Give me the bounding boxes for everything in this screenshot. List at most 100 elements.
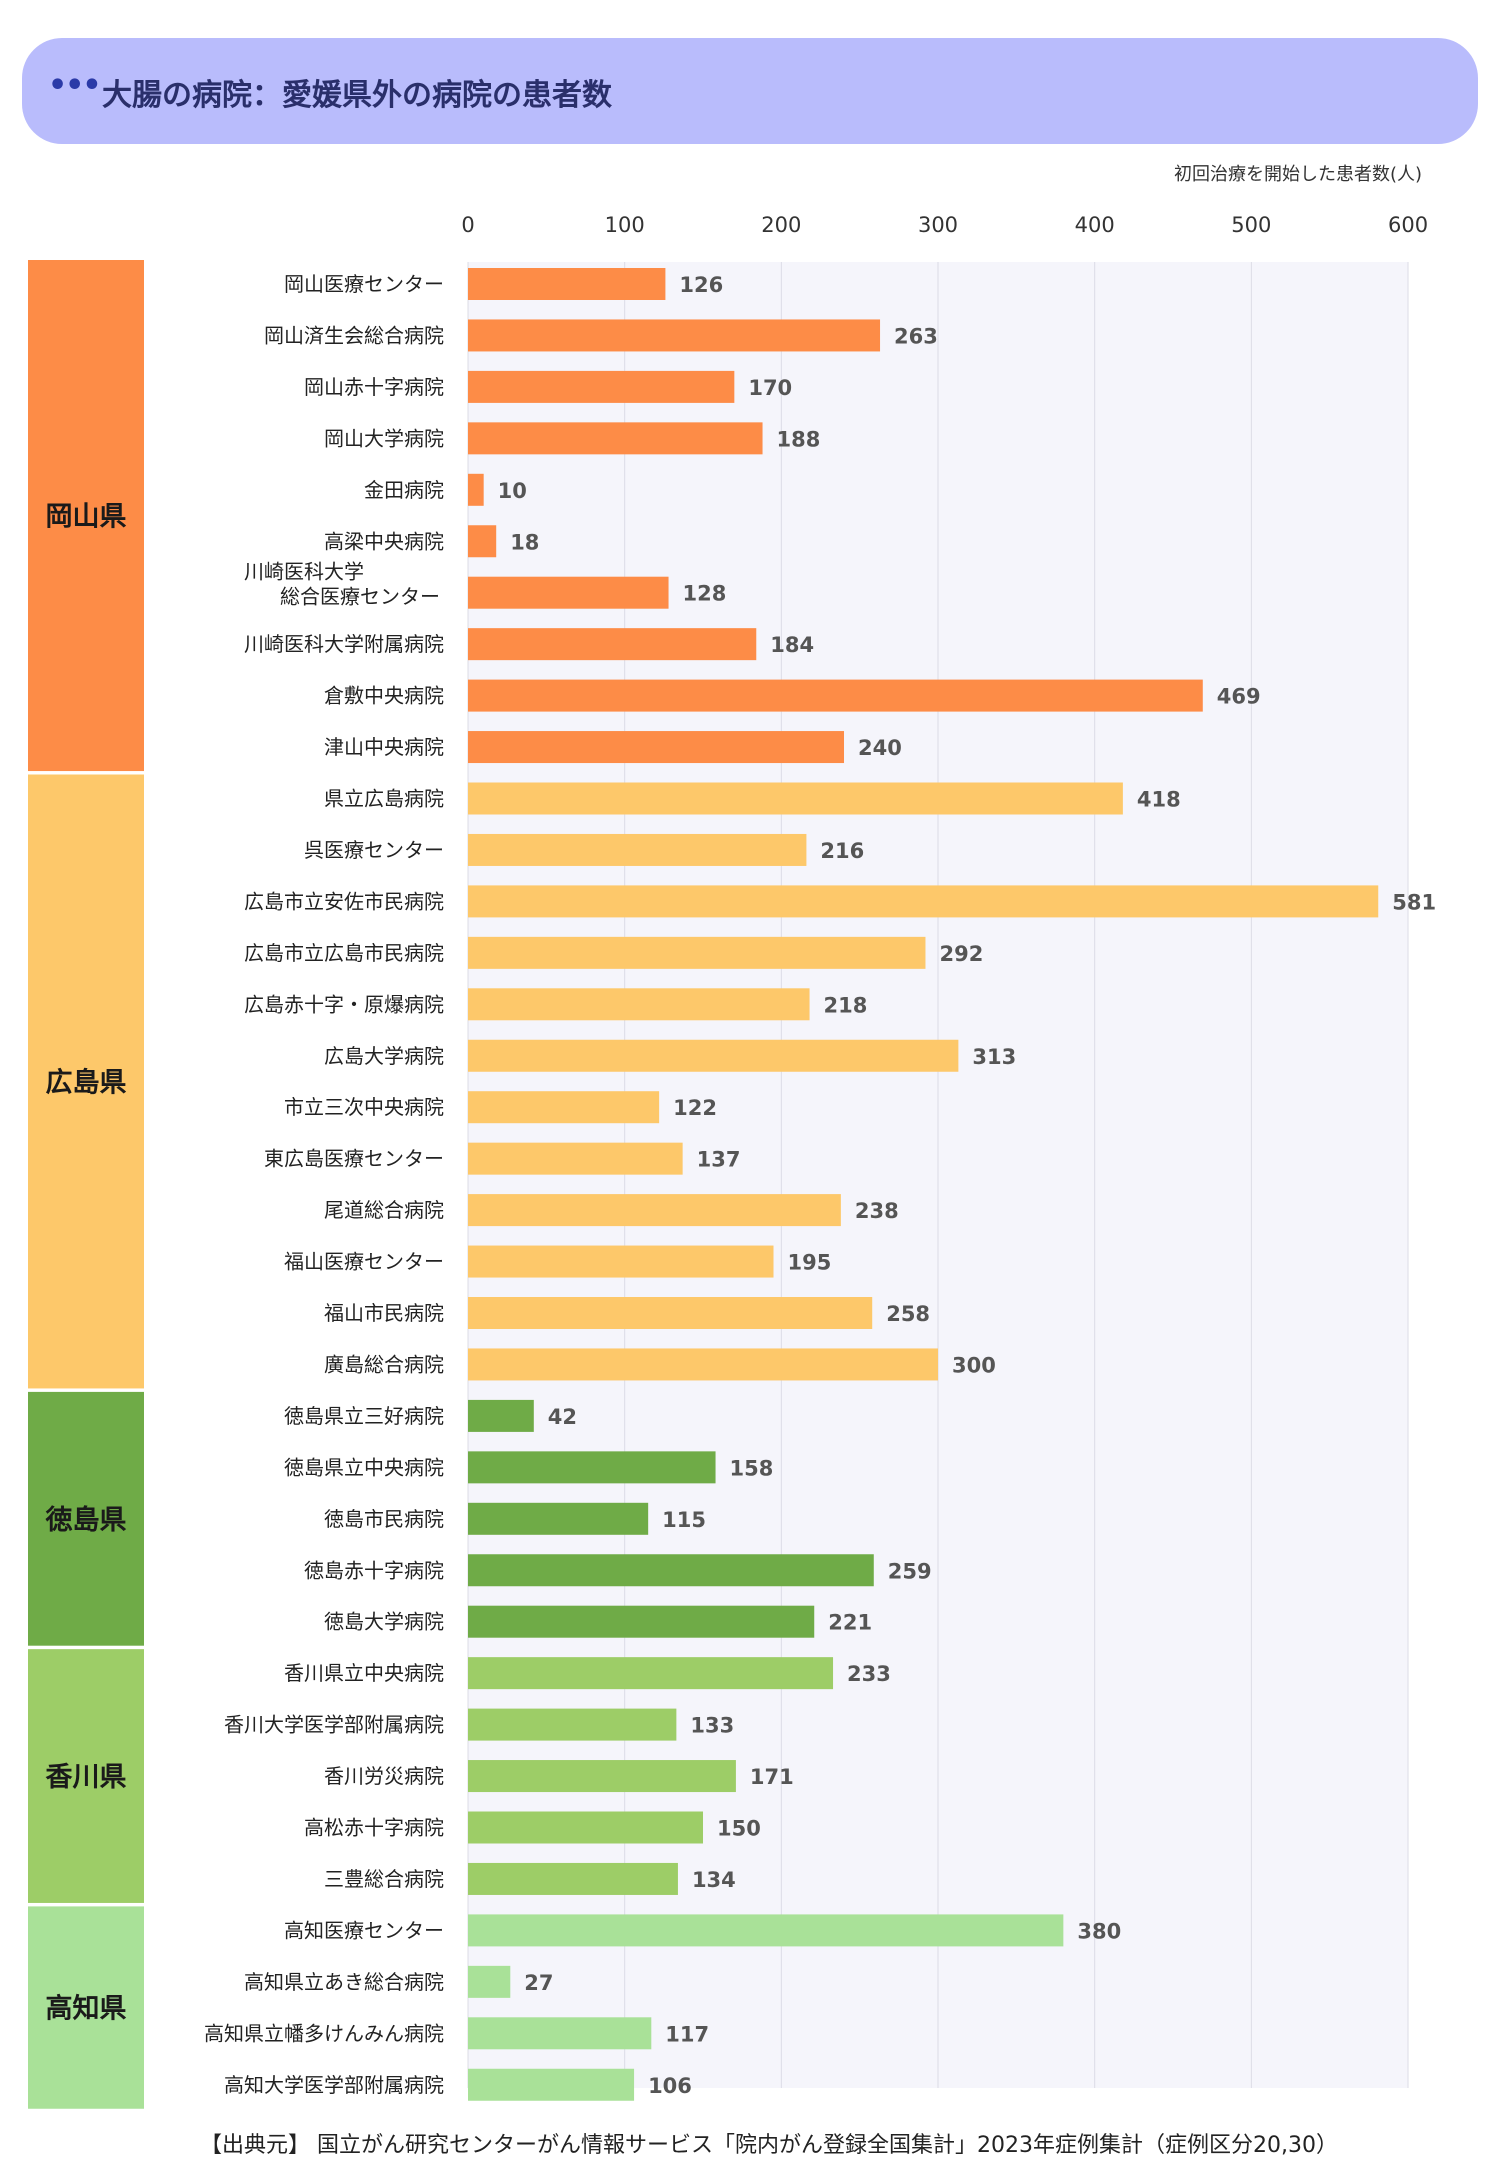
bar <box>468 268 666 300</box>
category-label: 総合医療センター <box>280 585 440 609</box>
bar <box>468 1348 939 1381</box>
prefecture-label: 香川県 <box>46 1762 127 1793</box>
bar <box>468 1194 841 1227</box>
title-bar: ••• 大腸の病院：愛媛県外の病院の患者数 <box>22 38 1478 144</box>
prefecture-block <box>28 1391 144 1646</box>
bar <box>468 2068 635 2101</box>
bar <box>468 833 807 866</box>
bar <box>468 782 1123 815</box>
category-label: 尾道総合病院 <box>324 1198 444 1222</box>
data-label: 106 <box>648 2074 692 2098</box>
prefecture-block <box>28 260 144 772</box>
category-label: 廣島総合病院 <box>324 1352 444 1376</box>
x-tick-label: 400 <box>1075 213 1115 237</box>
bar <box>468 1502 649 1535</box>
category-label: 川崎医科大学 <box>244 560 364 584</box>
data-label: 42 <box>548 1405 577 1429</box>
source-citation: 【出典元】 国立がん研究センターがん情報サービス「院内がん登録全国集計」2023… <box>200 2133 1338 2158</box>
bar <box>468 1657 834 1690</box>
category-label: 広島市立広島市民病院 <box>244 941 444 965</box>
category-label: 徳島県立中央病院 <box>284 1455 444 1479</box>
category-label: 三豊総合病院 <box>324 1867 444 1891</box>
data-label: 188 <box>777 427 821 451</box>
data-label: 115 <box>662 1508 706 1532</box>
data-label: 233 <box>847 1662 891 1686</box>
data-label: 137 <box>697 1148 741 1172</box>
data-label: 18 <box>510 530 539 554</box>
more-dots-icon[interactable]: ••• <box>48 68 102 103</box>
category-label: 高知大学医学部附属病院 <box>224 2073 444 2097</box>
data-label: 195 <box>788 1251 832 1275</box>
category-label: 高知県立幡多けんみん病院 <box>204 2021 444 2045</box>
bar <box>468 885 1379 918</box>
bar <box>468 319 881 352</box>
prefecture-block <box>28 774 144 1389</box>
data-label: 469 <box>1217 685 1261 709</box>
category-label: 津山中央病院 <box>324 735 444 759</box>
category-label: 高知県立あき総合病院 <box>244 1970 444 1994</box>
category-label: 金田病院 <box>364 478 444 502</box>
data-label: 126 <box>679 273 723 297</box>
category-label: 高知医療センター <box>284 1918 444 1942</box>
category-label: 高梁中央病院 <box>324 529 444 553</box>
data-label: 117 <box>665 2022 709 2046</box>
bar <box>468 1811 704 1844</box>
data-label: 258 <box>886 1302 930 1326</box>
category-label: 福山市民病院 <box>324 1301 444 1325</box>
data-label: 300 <box>952 1353 996 1377</box>
bar <box>468 525 497 558</box>
bar <box>468 1091 660 1124</box>
data-label: 171 <box>750 1765 794 1789</box>
category-label: 広島市立安佐市民病院 <box>244 889 444 913</box>
data-label: 263 <box>894 324 938 348</box>
category-label: 福山医療センター <box>284 1250 444 1274</box>
bar <box>468 576 669 609</box>
bar <box>468 1142 683 1175</box>
bar <box>468 370 735 403</box>
prefecture-label: 広島県 <box>46 1066 127 1098</box>
category-label: 徳島大学病院 <box>324 1610 444 1634</box>
category-label: 倉敷中央病院 <box>324 684 444 708</box>
bar <box>468 1297 873 1329</box>
category-label: 徳島市民病院 <box>324 1507 444 1531</box>
x-tick-label: 500 <box>1231 213 1271 237</box>
data-label: 150 <box>717 1817 761 1841</box>
axis-unit-label: 初回治療を開始した患者数(人) <box>1173 164 1422 185</box>
bar <box>468 1039 959 1072</box>
category-label: 岡山赤十字病院 <box>304 375 444 399</box>
prefecture-label: 岡山県 <box>46 502 127 533</box>
prefecture-block <box>28 1649 144 1903</box>
bar <box>468 1451 716 1484</box>
category-label: 岡山大学病院 <box>324 426 444 450</box>
data-label: 238 <box>855 1199 899 1223</box>
data-label: 240 <box>858 736 902 760</box>
bar <box>468 2017 652 2050</box>
prefecture-label: 徳島県 <box>45 1505 127 1536</box>
bar <box>468 1862 678 1895</box>
bar <box>468 936 926 969</box>
category-label: 県立広島病院 <box>324 787 444 811</box>
category-label: 呉医療センター <box>304 838 444 862</box>
data-label: 184 <box>770 633 814 657</box>
category-label: 香川大学医学部附属病院 <box>224 1713 444 1737</box>
data-label: 158 <box>730 1456 774 1480</box>
data-label: 128 <box>683 582 727 606</box>
category-label: 岡山済生会総合病院 <box>264 323 444 347</box>
bar <box>468 473 484 506</box>
category-label: 広島赤十字・原爆病院 <box>244 992 444 1016</box>
data-label: 10 <box>498 479 527 503</box>
x-tick-label: 300 <box>918 213 958 237</box>
bar <box>468 988 810 1021</box>
bar <box>468 731 845 764</box>
category-label: 市立三次中央病院 <box>284 1095 444 1119</box>
bar <box>468 1399 534 1432</box>
category-label: 高松赤十字病院 <box>304 1816 444 1840</box>
bar <box>468 1760 736 1793</box>
data-label: 259 <box>888 1559 932 1583</box>
data-label: 122 <box>673 1096 717 1120</box>
data-label: 216 <box>820 839 864 863</box>
data-label: 134 <box>692 1868 736 1892</box>
data-label: 133 <box>690 1714 734 1738</box>
x-tick-label: 100 <box>605 213 645 237</box>
data-label: 380 <box>1077 1919 1121 1943</box>
